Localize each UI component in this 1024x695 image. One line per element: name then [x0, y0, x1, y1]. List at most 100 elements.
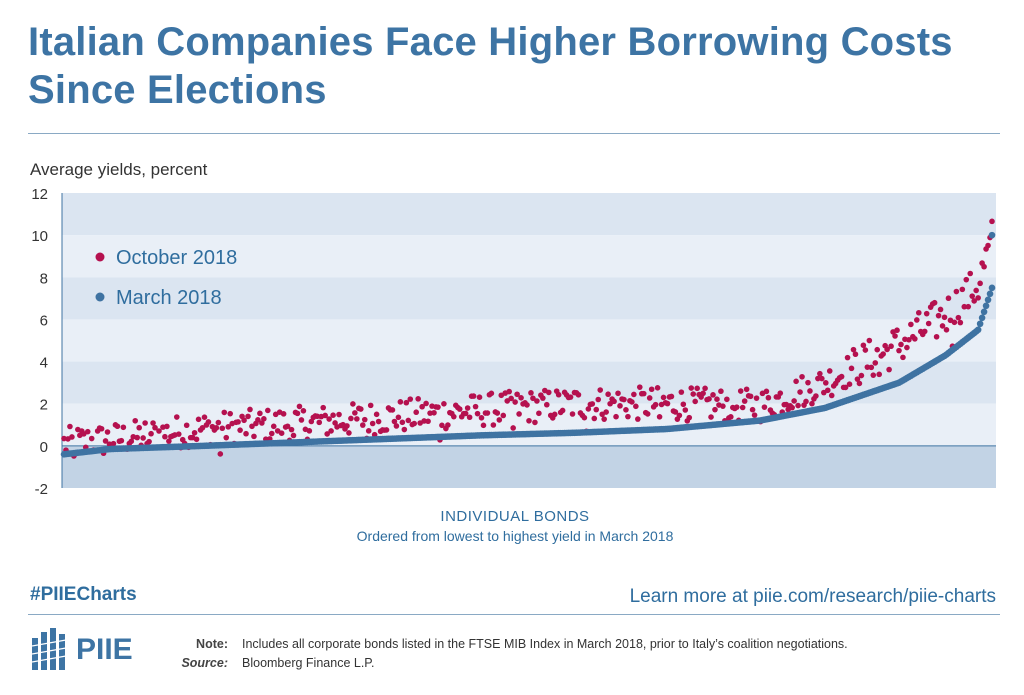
october-point: [530, 395, 536, 402]
october-point: [660, 394, 667, 401]
october-point: [989, 218, 995, 225]
october-point: [741, 398, 748, 404]
october-point: [963, 276, 970, 283]
october-point: [777, 390, 784, 396]
october-point: [132, 417, 139, 424]
october-point: [872, 360, 879, 366]
legend-label: October 2018: [116, 247, 237, 269]
october-point: [765, 394, 772, 401]
october-point: [146, 438, 152, 445]
october-point: [114, 423, 121, 430]
october-point: [201, 414, 208, 420]
october-point: [306, 428, 313, 434]
october-point: [941, 314, 948, 321]
october-point: [985, 242, 991, 249]
october-point: [747, 393, 754, 400]
hashtag-link[interactable]: #PIIECharts: [30, 584, 137, 605]
october-point: [906, 336, 912, 343]
october-point: [472, 403, 479, 410]
october-point: [866, 337, 873, 344]
legend: October 2018 March 2018: [95, 247, 237, 309]
october-point: [601, 416, 607, 422]
october-point: [445, 422, 451, 428]
october-point: [597, 387, 604, 393]
october-point: [815, 375, 821, 382]
october-point: [728, 414, 734, 420]
october-point: [215, 419, 222, 426]
october-point: [164, 423, 170, 430]
october-point: [278, 430, 285, 436]
march-point: [976, 320, 984, 328]
october-point: [545, 389, 552, 396]
october-point: [623, 407, 629, 413]
october-point: [710, 392, 716, 398]
october-point: [225, 424, 232, 430]
series-october-points: [61, 218, 995, 459]
october-point: [915, 309, 922, 316]
october-point: [514, 391, 520, 398]
october-point: [543, 401, 550, 408]
october-point: [856, 380, 863, 387]
october-point: [763, 388, 770, 395]
october-point: [540, 395, 546, 401]
october-point: [480, 422, 487, 429]
october-point: [686, 414, 693, 421]
source-text: Bloomberg Finance L.P.: [242, 656, 375, 670]
october-point: [629, 399, 635, 405]
october-point: [817, 370, 823, 377]
october-point: [419, 403, 425, 410]
october-point: [795, 402, 801, 409]
october-point: [886, 366, 892, 373]
legend-marker: [95, 292, 105, 302]
grid-band: [62, 319, 996, 362]
october-point: [664, 400, 671, 407]
october-point: [724, 396, 730, 403]
october-point: [644, 411, 651, 417]
october-point: [842, 384, 849, 391]
october-point: [284, 423, 291, 430]
october-point: [822, 380, 829, 386]
october-point: [288, 426, 295, 433]
october-point: [955, 314, 962, 321]
october-point: [912, 336, 918, 342]
october-point: [921, 328, 928, 335]
october-point: [294, 410, 301, 417]
october-point: [682, 407, 689, 413]
october-point: [864, 364, 871, 370]
october-point: [296, 403, 303, 410]
october-point: [261, 416, 267, 422]
october-point: [373, 411, 380, 418]
october-point: [874, 346, 881, 353]
october-point: [403, 399, 410, 406]
october-point: [441, 401, 447, 407]
october-point: [892, 333, 898, 339]
october-point: [270, 423, 277, 430]
october-point: [415, 396, 421, 402]
october-point: [935, 312, 942, 319]
learn-more-link[interactable]: Learn more at piie.com/research/piie-cha…: [629, 586, 996, 607]
series-march-points: [60, 231, 996, 458]
october-point: [223, 434, 230, 441]
october-point: [700, 390, 706, 397]
note-label: Note:: [196, 637, 228, 651]
october-point: [559, 407, 566, 414]
grid-band: [62, 361, 996, 404]
october-point: [173, 414, 180, 420]
october-point: [316, 419, 323, 426]
october-point: [943, 327, 950, 333]
october-point: [925, 320, 932, 327]
october-point: [789, 404, 795, 411]
october-point: [245, 413, 251, 420]
october-point: [227, 410, 234, 417]
october-point: [733, 404, 740, 410]
october-point: [142, 420, 148, 426]
october-point: [518, 394, 524, 401]
october-point: [900, 354, 906, 361]
october-point: [205, 419, 212, 425]
october-point: [631, 391, 637, 398]
october-point: [678, 389, 685, 395]
y-tick-label: 8: [40, 270, 48, 287]
october-point: [813, 393, 819, 399]
october-point: [852, 351, 859, 358]
october-point: [828, 392, 835, 399]
